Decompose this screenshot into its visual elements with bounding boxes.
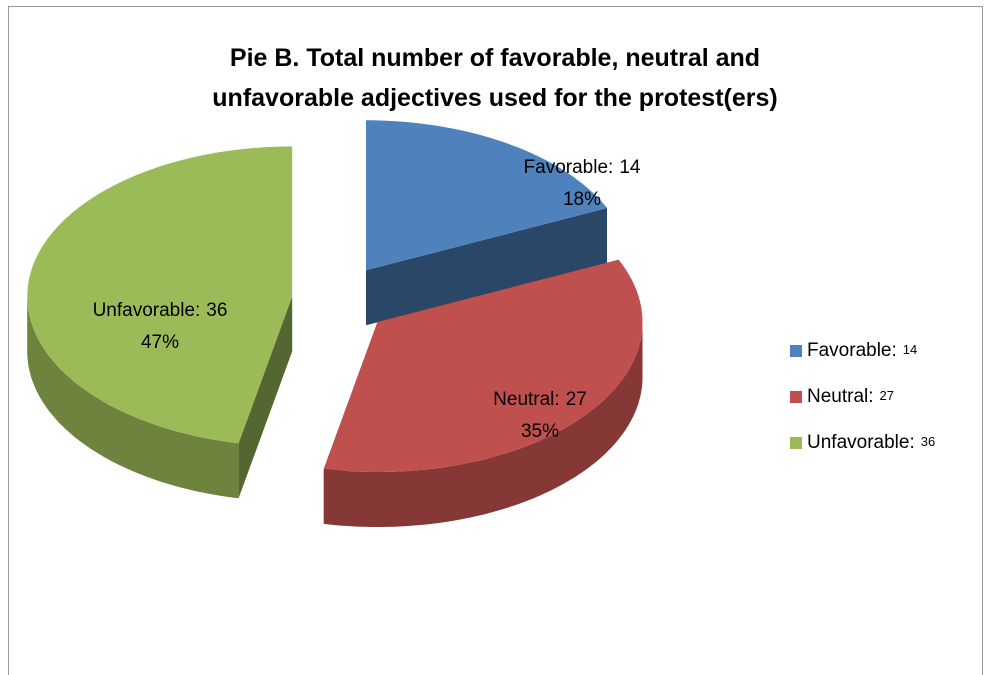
- slice-side: [366, 208, 607, 326]
- legend-value: 36: [921, 434, 935, 449]
- slice-side: [323, 322, 643, 527]
- data-label-category: Favorable:: [524, 157, 614, 178]
- chart-title: Pie B. Total number of favorable, neutra…: [212, 44, 778, 112]
- legend-category: Favorable:: [807, 340, 897, 361]
- legend-entry: Unfavorable: 36: [807, 432, 935, 453]
- legend-category: Neutral:: [807, 386, 874, 407]
- slice: [27, 146, 293, 444]
- legend-swatch: [790, 391, 802, 403]
- data-label-value: 14: [619, 157, 641, 178]
- legend-swatch: [790, 345, 802, 357]
- legend-value: 14: [903, 342, 917, 357]
- data-label: Unfavorable: 36: [93, 300, 228, 321]
- legend-entry: Favorable: 14: [807, 340, 917, 361]
- data-label-value: 27: [566, 389, 587, 410]
- data-label-category: Unfavorable:: [93, 300, 201, 321]
- data-label: Neutral: 27: [493, 389, 587, 410]
- data-label-category: Neutral:: [493, 389, 560, 410]
- legend-category: Unfavorable:: [807, 432, 915, 453]
- slice: [366, 120, 607, 271]
- slice-side: [238, 296, 293, 499]
- slice-side: [27, 296, 239, 499]
- legend-value: 27: [880, 388, 894, 403]
- data-label-value: 36: [206, 300, 227, 321]
- data-label-percent: 35%: [521, 421, 559, 442]
- legend-entry: Neutral: 27: [807, 386, 894, 407]
- legend-swatch: [790, 437, 802, 449]
- chart-frame: [8, 6, 983, 675]
- data-label-percent: 18%: [563, 189, 601, 210]
- data-label-percent: 47%: [141, 332, 179, 353]
- data-label: Favorable: 14: [524, 157, 641, 178]
- slice: [323, 259, 643, 472]
